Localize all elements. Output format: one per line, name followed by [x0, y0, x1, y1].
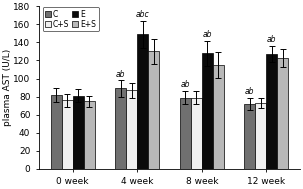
Bar [180, 98, 191, 169]
Text: ab: ab [267, 35, 277, 44]
Bar [51, 95, 62, 169]
Bar [148, 51, 159, 169]
Bar [266, 54, 277, 169]
Bar [245, 104, 255, 169]
Y-axis label: plasma AST (U/L): plasma AST (U/L) [3, 49, 12, 126]
Text: ab: ab [202, 30, 212, 39]
Text: abc: abc [136, 10, 150, 19]
Legend: C, C+S, E, E+S: C, C+S, E, E+S [42, 7, 98, 31]
Bar [202, 53, 213, 169]
Bar [115, 88, 126, 169]
Text: ab: ab [116, 70, 125, 79]
Bar [191, 98, 202, 169]
Bar [62, 100, 73, 169]
Bar [255, 103, 266, 169]
Bar [277, 58, 288, 169]
Bar [213, 65, 224, 169]
Bar [137, 34, 148, 169]
Text: ab: ab [245, 87, 255, 96]
Bar [73, 96, 84, 169]
Bar [84, 101, 95, 169]
Bar [126, 90, 137, 169]
Text: ab: ab [181, 80, 190, 89]
